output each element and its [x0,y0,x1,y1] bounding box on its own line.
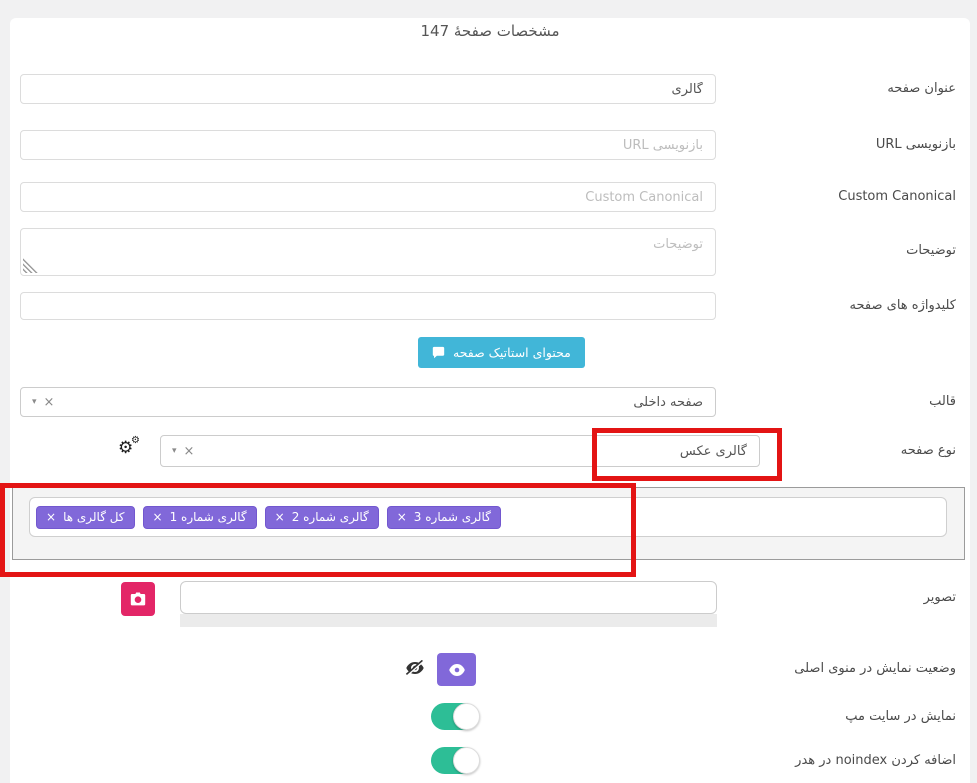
label-template: قالب [929,394,956,409]
gallery-tags-field[interactable]: کل گالری ها × گالری شماره 1 × گالری شمار… [29,497,947,537]
gallery-tag-label: گالری شماره 1 [169,509,247,524]
label-page-title: عنوان صفحه [887,81,956,96]
image-path-input[interactable] [180,581,717,614]
gallery-tags-container: کل گالری ها × گالری شماره 1 × گالری شمار… [12,487,965,560]
url-rewrite-input[interactable] [20,130,716,160]
image-upload-progress-bar [180,614,717,627]
upload-image-button[interactable] [121,582,155,616]
gallery-tag[interactable]: گالری شماره 1 × [142,505,257,529]
label-keywords: کلیدواژه های صفحه [849,298,956,313]
label-description: توضیحات [906,243,956,258]
chevron-down-icon[interactable]: ▾ [32,397,37,407]
gallery-tag[interactable]: گالری شماره 2 × [264,505,379,529]
noindex-toggle[interactable] [431,747,480,774]
gear-large-icon: ⚙ [118,438,134,458]
keywords-input[interactable] [20,292,716,320]
comment-icon [432,346,445,359]
gallery-tag-label: گالری شماره 3 [413,509,491,524]
label-image: تصویر [923,590,956,605]
template-selected-value: صفحه داخلی [633,394,703,410]
gear-small-icon: ⚙ [131,435,140,446]
page-type-select-controls: ▾ × [161,445,194,458]
page-type-selected-value: گالری عکس [679,443,747,459]
gallery-tag[interactable]: کل گالری ها × [36,505,135,529]
custom-canonical-input[interactable] [20,182,716,212]
sitemap-toggle[interactable] [431,703,480,730]
label-page-type: نوع صفحه [900,443,956,458]
tag-remove-icon[interactable]: × [46,509,57,524]
eye-slash-icon[interactable] [404,659,426,676]
label-url-rewrite: بازنویسی URL [875,137,956,152]
page-title: مشخصات صفحهٔ 147 [420,22,560,40]
gallery-tag[interactable]: گالری شماره 3 × [386,505,501,529]
description-textarea[interactable] [20,228,716,276]
tag-remove-icon[interactable]: × [274,509,285,524]
gears-icon[interactable]: ⚙ ⚙ [116,435,142,462]
form-card: مشخصات صفحهٔ 147 عنوان صفحه بازنویسی URL… [0,18,970,783]
label-custom-canonical: Custom Canonical [838,189,956,204]
eye-icon [448,663,465,676]
label-noindex: اضافه کردن noindex در هدر [795,753,956,768]
camera-icon [130,592,146,606]
template-select[interactable]: صفحه داخلی ▾ × [20,387,716,417]
label-sitemap: نمایش در سایت مپ [845,709,956,724]
gallery-tag-label: کل گالری ها [63,509,125,524]
chevron-down-icon[interactable]: ▾ [172,446,177,456]
tag-remove-icon[interactable]: × [152,509,163,524]
clear-selection-icon[interactable]: × [183,443,195,459]
visibility-on-button[interactable] [437,653,476,686]
static-content-button[interactable]: محتوای استاتیک صفحه [418,337,585,368]
label-menu-visibility: وضعیت نمایش در منوی اصلی [794,661,956,676]
gallery-tag-label: گالری شماره 2 [291,509,369,524]
page-title-input[interactable] [20,74,716,104]
clear-selection-icon[interactable]: × [43,394,55,410]
tag-remove-icon[interactable]: × [396,509,407,524]
static-content-button-label: محتوای استاتیک صفحه [453,345,571,360]
page-type-select[interactable]: گالری عکس ▾ × [160,435,760,467]
template-select-controls: ▾ × [21,396,54,409]
toggle-knob [453,747,480,774]
toggle-knob [453,703,480,730]
